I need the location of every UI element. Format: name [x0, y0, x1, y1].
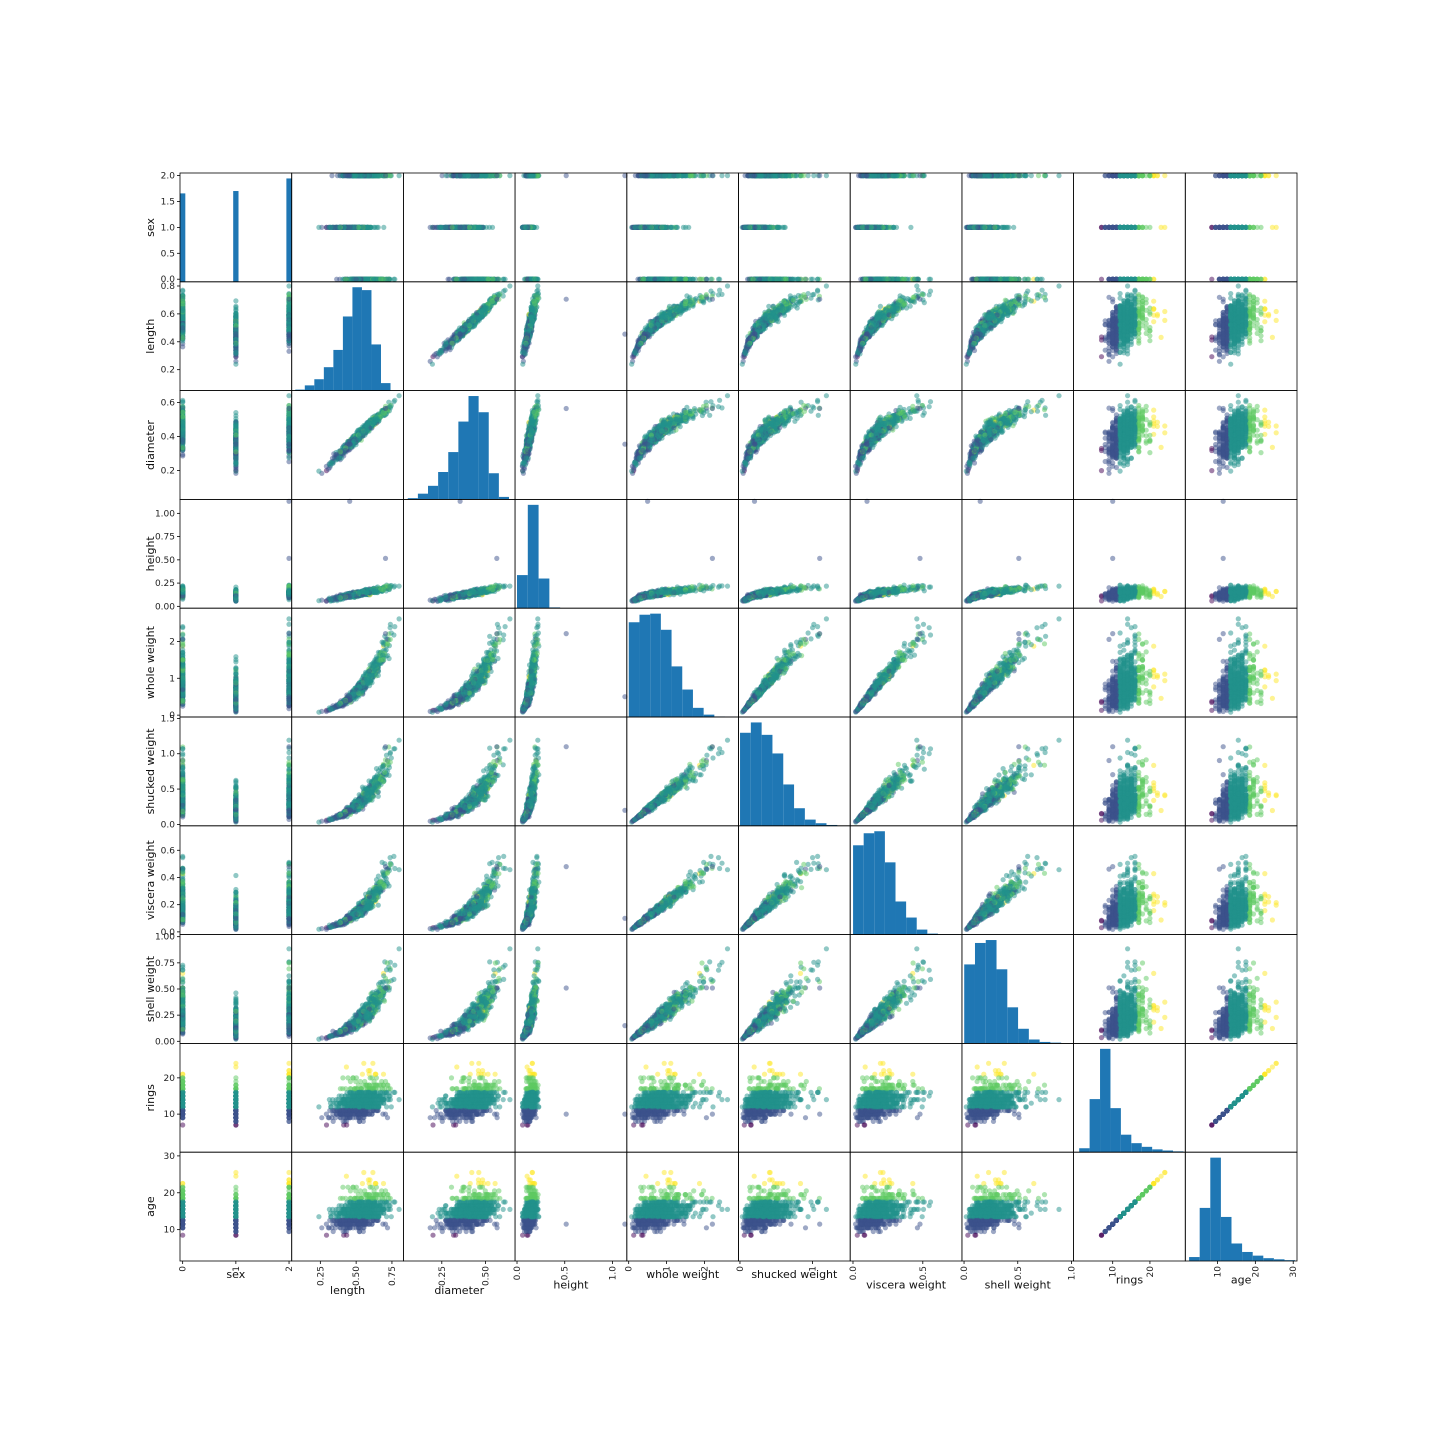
- hist-bar: [286, 178, 291, 281]
- scatter-point: [316, 225, 321, 230]
- hist-bar: [233, 191, 238, 282]
- scatter-point: [329, 173, 334, 178]
- hist-bar: [180, 193, 185, 281]
- scatter-point: [381, 225, 386, 230]
- scatter-point: [397, 173, 402, 178]
- cell-sex-vs-sex: [180, 178, 292, 281]
- cell-sex-vs-length: [316, 173, 401, 282]
